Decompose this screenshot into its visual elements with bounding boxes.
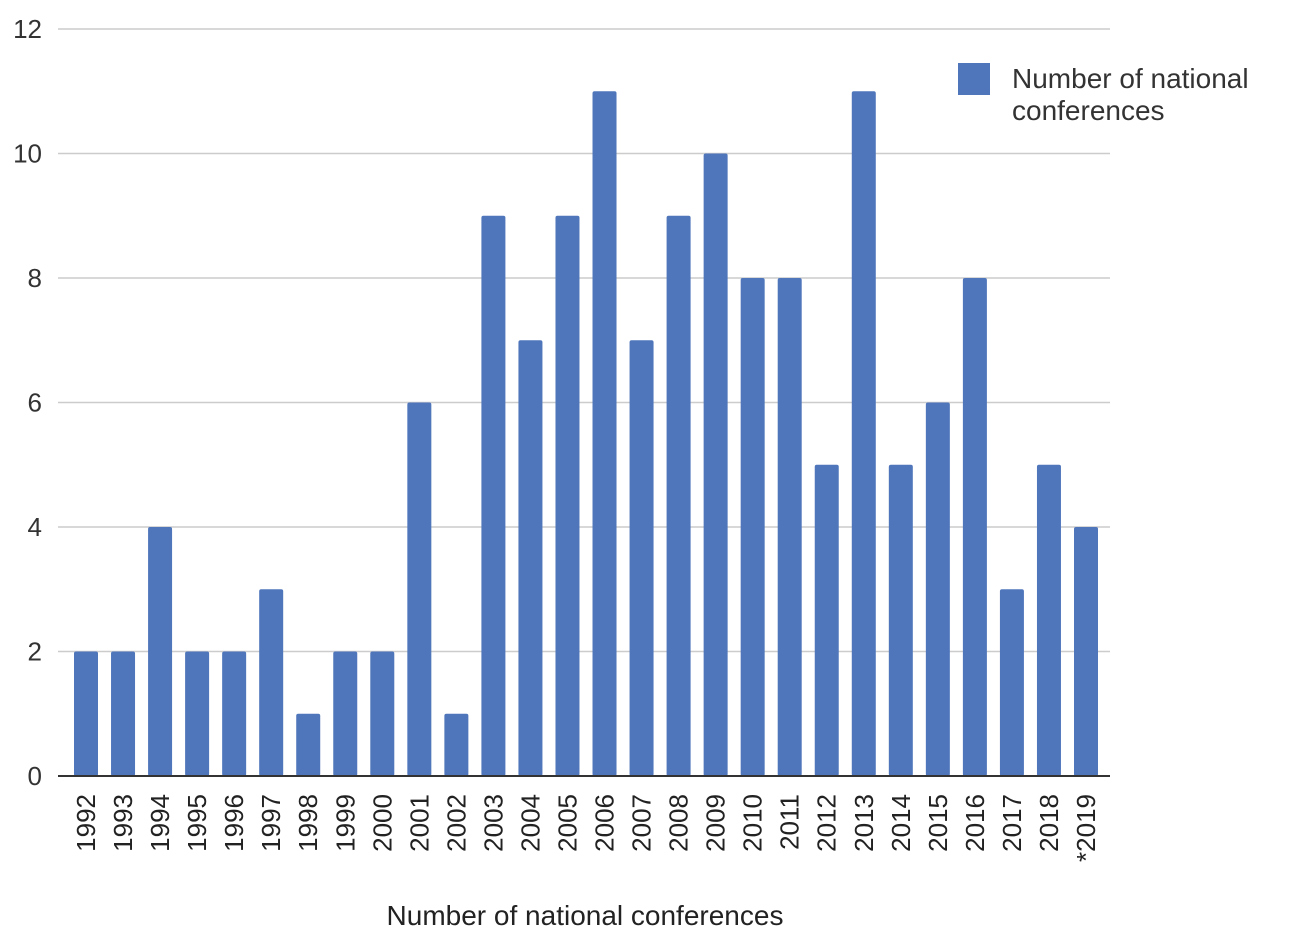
bar: [555, 215, 580, 776]
legend-label: conferences: [1012, 95, 1165, 126]
x-tick-label: 2006: [590, 794, 620, 852]
grid-lines: [58, 28, 1110, 653]
bar: [740, 278, 765, 776]
x-tick-label: 1998: [293, 794, 323, 852]
y-tick-label: 10: [13, 139, 42, 169]
x-tick-label: 2013: [849, 794, 879, 852]
bar: [999, 589, 1024, 776]
x-tick-label: 1992: [71, 794, 101, 852]
bar: [333, 651, 358, 776]
x-tick-label: 2002: [441, 794, 471, 852]
bar: [148, 527, 173, 776]
y-tick-label: 2: [28, 637, 42, 667]
y-tick-label: 4: [28, 512, 42, 542]
x-tick-label: 1999: [330, 794, 360, 852]
bar: [925, 402, 950, 776]
x-tick-label: 2014: [886, 794, 916, 852]
x-tick-label: 2017: [997, 794, 1027, 852]
bar: [592, 91, 617, 776]
y-tick-label: 8: [28, 263, 42, 293]
y-tick-labels: 0 2 4 6 8 10 12: [13, 14, 42, 791]
x-tick-label: 1993: [108, 794, 138, 852]
x-tick-label: 2015: [923, 794, 953, 852]
x-tick-label: 2003: [478, 794, 508, 852]
bar: [74, 651, 98, 776]
bar: [851, 91, 876, 776]
bar: [1074, 527, 1098, 776]
y-tick-label: 0: [28, 761, 42, 791]
x-tick-label: 2001: [404, 794, 434, 852]
x-tick-label: 2012: [812, 794, 842, 852]
x-tick-label: 1994: [145, 794, 175, 852]
x-tick-label: *2019: [1071, 794, 1101, 862]
bar: [296, 713, 321, 776]
legend-swatch: [958, 63, 990, 95]
x-tick-label: 2010: [738, 794, 768, 852]
x-tick-label: 2011: [775, 794, 805, 850]
x-tick-label: 2007: [627, 794, 657, 852]
bar: [185, 651, 210, 776]
x-tick-label: 2009: [701, 794, 731, 852]
bar: [111, 651, 136, 776]
x-tick-label: 1996: [219, 794, 249, 852]
bar: [814, 464, 839, 776]
bar: [407, 402, 432, 776]
bar: [962, 278, 987, 776]
x-tick-label: 2016: [960, 794, 990, 852]
bar: [888, 464, 913, 776]
bar: [666, 215, 691, 776]
bar: [777, 278, 802, 776]
x-tick-labels: 1992 1993 1994 1995 1996 1997 1998 1999 2000 2001…: [71, 794, 1101, 862]
bar: [222, 651, 247, 776]
bar: [370, 651, 395, 776]
x-axis-title: Number of national conferences: [387, 900, 784, 931]
bars: [74, 91, 1098, 776]
bar: [259, 589, 284, 776]
x-tick-label: 1995: [182, 794, 212, 852]
bar: [703, 153, 728, 776]
bar: [518, 340, 543, 776]
y-tick-label: 12: [13, 14, 42, 44]
x-tick-label: 2005: [552, 794, 582, 852]
x-tick-label: 2000: [367, 794, 397, 852]
x-tick-label: 2018: [1034, 794, 1064, 852]
bar: [1036, 464, 1061, 776]
y-tick-label: 6: [28, 388, 42, 418]
legend-label: Number of national: [1012, 63, 1249, 94]
x-tick-label: 2004: [515, 794, 545, 852]
bar: [481, 215, 506, 776]
x-tick-label: 1997: [256, 794, 286, 852]
bar: [629, 340, 654, 776]
bar: [444, 713, 469, 776]
x-tick-label: 2008: [664, 794, 694, 852]
